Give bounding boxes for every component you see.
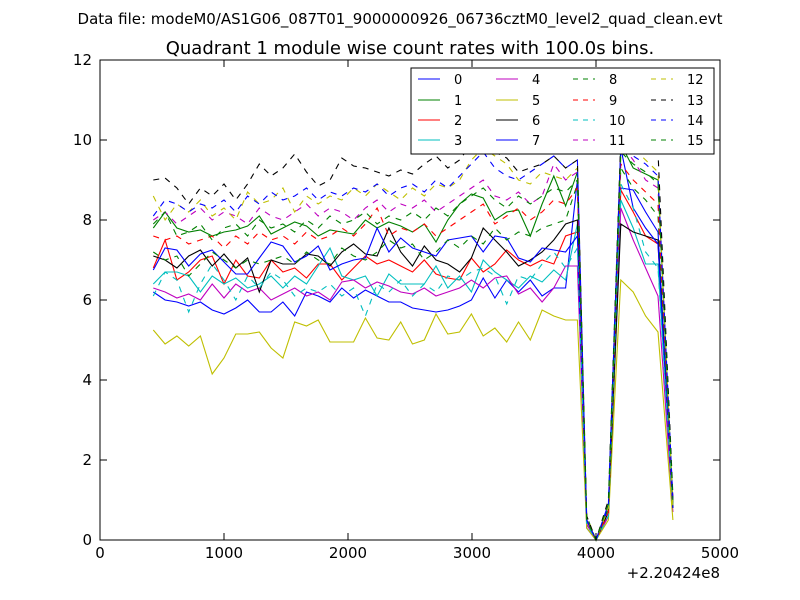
series-layer bbox=[152, 126, 674, 542]
chart-title: Quadrant 1 module wise count rates with … bbox=[166, 38, 655, 59]
y-tick-label: 6 bbox=[82, 291, 92, 309]
legend-label-3: 3 bbox=[454, 134, 462, 149]
legend-label-10: 10 bbox=[609, 114, 626, 129]
legend-label-0: 0 bbox=[454, 73, 462, 88]
legend-label-5: 5 bbox=[532, 94, 540, 109]
x-tick-label: 5000 bbox=[701, 544, 739, 562]
x-axis: 0 1000 2000 3000 4000 5000 bbox=[95, 60, 739, 562]
series-line-14 bbox=[152, 147, 674, 542]
y-tick-label: 12 bbox=[73, 51, 92, 69]
legend-label-9: 9 bbox=[609, 94, 617, 109]
legend-label-11: 11 bbox=[609, 134, 626, 149]
datafile-label: Data file: modeM0/AS1G06_087T01_90000009… bbox=[78, 10, 723, 29]
series-line-15 bbox=[152, 150, 674, 542]
series-line-12 bbox=[152, 147, 674, 542]
legend-label-12: 12 bbox=[687, 73, 704, 88]
series-line-11 bbox=[152, 142, 674, 542]
x-tick-label: 1000 bbox=[205, 544, 243, 562]
x-offset-label: +2.20424e8 bbox=[627, 564, 720, 582]
y-tick-label: 8 bbox=[82, 211, 92, 229]
x-tick-label: 2000 bbox=[329, 544, 367, 562]
legend-label-13: 13 bbox=[687, 94, 704, 109]
x-tick-label: 4000 bbox=[577, 544, 615, 562]
legend-label-8: 8 bbox=[609, 73, 617, 88]
y-tick-label: 4 bbox=[82, 371, 92, 389]
series-line-5 bbox=[152, 278, 674, 541]
series-line-10 bbox=[152, 181, 674, 542]
legend-label-4: 4 bbox=[532, 73, 540, 88]
x-tick-label: 3000 bbox=[453, 544, 491, 562]
legend-label-7: 7 bbox=[532, 134, 540, 149]
y-tick-label: 2 bbox=[82, 451, 92, 469]
legend-label-2: 2 bbox=[454, 114, 462, 129]
legend-label-1: 1 bbox=[454, 94, 462, 109]
legend-label-15: 15 bbox=[687, 134, 704, 149]
x-tick-label: 0 bbox=[95, 544, 105, 562]
legend-label-14: 14 bbox=[687, 114, 704, 129]
y-tick-label: 0 bbox=[82, 531, 92, 549]
legend-label-6: 6 bbox=[532, 114, 540, 129]
y-tick-label: 10 bbox=[73, 131, 92, 149]
